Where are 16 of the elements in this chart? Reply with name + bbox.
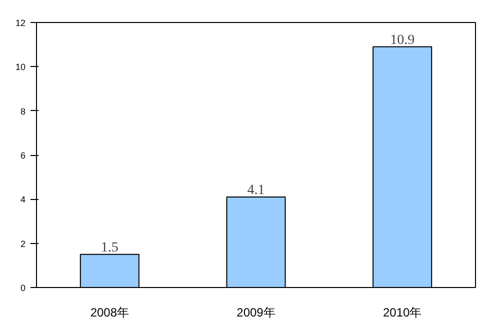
bar [372,46,432,288]
y-tick-label: 4 [20,194,26,205]
y-tick-label: 0 [20,283,26,293]
bar [226,196,286,288]
data-label: 4.1 [247,182,265,198]
x-tick-label: 2008年 [90,306,130,320]
data-label: 10.9 [390,32,415,48]
y-tick-label: 12 [15,18,26,28]
x-tick-label: 2010年 [382,306,422,320]
data-label: 1.5 [100,240,118,256]
y-tick-label: 8 [20,106,26,116]
y-tick-label: 10 [15,62,26,72]
x-tick-label: 2009年 [236,306,276,320]
y-tick-label: 2 [20,238,26,249]
bar [80,254,140,288]
y-tick-label: 6 [20,150,26,160]
